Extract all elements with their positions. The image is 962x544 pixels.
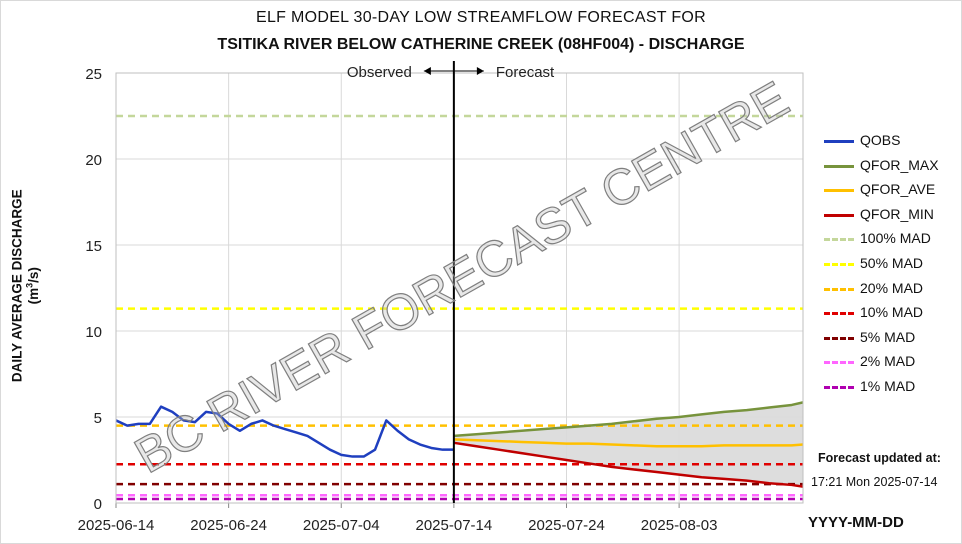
- forecast-updated-time: 17:21 Mon 2025-07-14: [811, 475, 938, 489]
- x-tick-label: 2025-07-24: [528, 517, 605, 534]
- legend-swatch-50-mad: [824, 262, 854, 266]
- chart-subtitle: TSITIKA RIVER BELOW CATHERINE CREEK (08H…: [217, 36, 745, 53]
- y-tick-label: 20: [85, 152, 102, 169]
- legend-swatch-qfor-max: [824, 164, 854, 168]
- legend-swatch-1-mad: [824, 385, 854, 389]
- annotations: Observed Forecast: [347, 61, 555, 503]
- legend-swatch-10-mad: [824, 312, 854, 316]
- x-tick-label: 2025-06-24: [190, 517, 267, 534]
- legend-swatch-5-mad: [824, 336, 854, 340]
- y-tick-label: 25: [85, 66, 102, 83]
- forecast-label: Forecast: [496, 64, 555, 81]
- x-tick-label: 2025-06-14: [78, 517, 155, 534]
- legend-label-2-mad: 2% MAD: [860, 353, 916, 370]
- forecast-updated-label: Forecast updated at:: [818, 451, 941, 465]
- legend-swatch-qfor-ave: [824, 189, 854, 193]
- chart-title: ELF MODEL 30-DAY LOW STREAMFLOW FORECAST…: [255, 9, 706, 26]
- series-qfor-ave: [453, 438, 804, 448]
- divider-arrow-right: [476, 67, 484, 75]
- legend-label-qfor-ave: QFOR_AVE: [860, 181, 936, 198]
- x-tick-label: 2025-07-04: [303, 517, 380, 534]
- legend-swatch-qobs: [824, 140, 854, 143]
- series-qobs: [115, 405, 454, 458]
- legend-label-1-mad: 1% MAD: [860, 377, 916, 394]
- legend-label-50-mad: 50% MAD: [860, 254, 924, 271]
- legend-label-qfor-max: QFOR_MAX: [860, 156, 939, 173]
- divider-arrow-left: [423, 67, 431, 75]
- legend-swatch-100-mad: [824, 238, 854, 242]
- x-tick-label: 2025-07-14: [416, 517, 493, 534]
- y-tick-label: 10: [85, 324, 102, 341]
- legend-swatch-20-mad: [824, 287, 854, 291]
- series-lines: [115, 401, 804, 488]
- plot-border: [115, 72, 804, 504]
- legend-label-qobs: QOBS: [860, 132, 901, 148]
- y-tick-label: 5: [94, 410, 102, 427]
- x-axis-label: YYYY-MM-DD: [808, 514, 904, 531]
- legend-label-20-mad: 20% MAD: [860, 279, 924, 296]
- legend-label-10-mad: 10% MAD: [860, 304, 924, 321]
- legend-swatch-2-mad: [824, 361, 854, 365]
- series-qfor-min: [453, 441, 804, 488]
- x-tick-label: 2025-08-03: [641, 517, 718, 534]
- legend-label-qfor-min: QFOR_MIN: [860, 205, 934, 222]
- legend-label-100-mad: 100% MAD: [860, 230, 931, 247]
- y-tick-label: 15: [85, 238, 102, 255]
- legend-label-5-mad: 5% MAD: [860, 328, 916, 345]
- y-tick-label: 0: [94, 496, 102, 513]
- legend-swatch-qfor-min: [824, 213, 854, 217]
- axes: 0 5 10 15 20 25 2025-06-14 2025-06-24 2025-07-04…: [78, 66, 804, 534]
- series-qfor-max: [453, 401, 804, 438]
- observed-label: Observed: [347, 64, 412, 81]
